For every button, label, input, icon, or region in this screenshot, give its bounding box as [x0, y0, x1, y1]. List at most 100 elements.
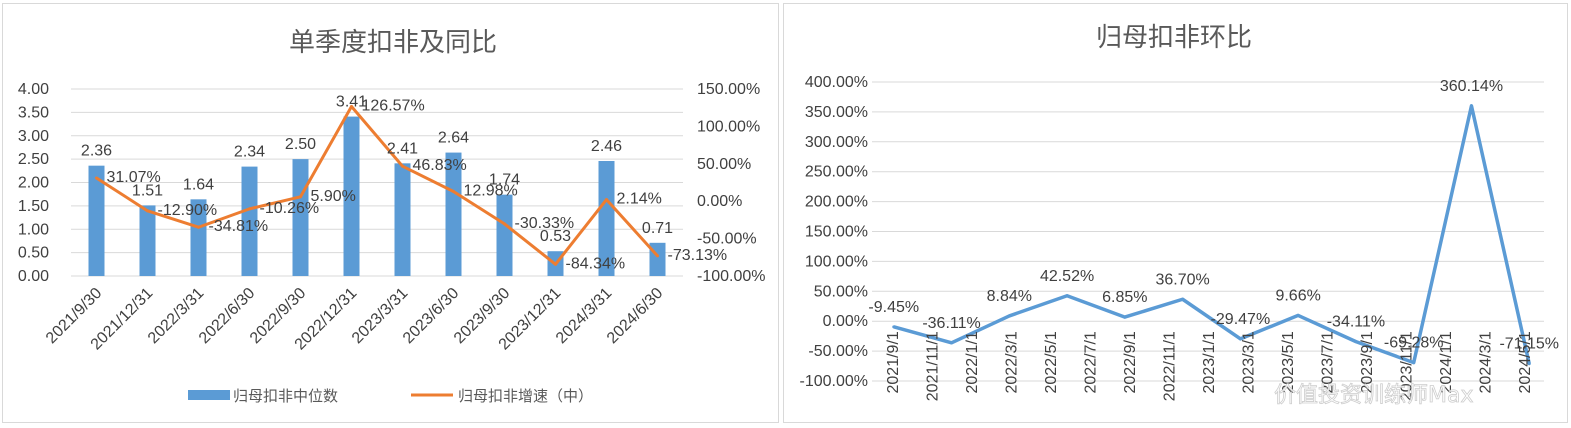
bar-data-label: 0.71	[642, 220, 673, 237]
bar-data-label: 1.64	[183, 176, 214, 193]
qoq-data-label: 9.66%	[1275, 287, 1320, 304]
x-tick-label: 2023/9/1	[1359, 331, 1376, 393]
y-left-tick-label: 0.00	[18, 268, 49, 285]
y-left-tick-label: 0.50	[18, 245, 49, 262]
y-right-tick-label: -50.00%	[697, 231, 757, 248]
x-tick-label: 2023/11/1	[1399, 331, 1416, 401]
bar	[394, 163, 411, 276]
growth-point	[401, 164, 404, 168]
y-left-tick-label: 3.50	[18, 104, 49, 121]
x-tick-label: 2022/11/1	[1161, 331, 1178, 401]
bar	[241, 166, 258, 276]
quarterly-chart-svg: 单季度扣非及同比 0.00 0.50 1.00 1.50 2.00 2.50 3.00 3.5…	[18, 28, 766, 405]
growth-data-label: 31.07%	[107, 169, 161, 186]
qoq-data-label: 360.14%	[1440, 78, 1503, 95]
chart-panel-quarterly: 单季度扣非及同比 0.00 0.50 1.00 1.50 2.00 2.50 3.00 3.5…	[2, 3, 779, 423]
qoq-data-label: 36.70%	[1155, 271, 1209, 288]
watermark: 价值投资训练师Max	[1274, 383, 1473, 408]
y-right-tick-label: -100.00%	[697, 268, 766, 285]
y-tick-label: 50.00%	[814, 283, 868, 300]
qoq-data-label: 42.52%	[1040, 268, 1094, 285]
y-left-tick-label: 3.00	[18, 128, 49, 145]
bar-data-label: 1.51	[132, 182, 163, 199]
growth-point	[197, 225, 200, 229]
growth-point	[452, 189, 455, 193]
qoq-point	[892, 325, 896, 329]
x-tick-label: 2022/3/1	[1003, 331, 1020, 393]
x-tick-label: 2023/5/1	[1280, 331, 1297, 393]
qoq-data-label: -9.45%	[868, 299, 919, 316]
bar-data-label: 0.53	[540, 228, 571, 245]
x-tick-label: 2021/9/1	[885, 331, 902, 393]
qoq-data-label: -36.11%	[922, 315, 980, 332]
chart-title: 单季度扣非及同比	[289, 28, 497, 58]
y-tick-label: 150.00%	[805, 224, 868, 241]
bar	[88, 165, 105, 276]
bar-data-label: 3.41	[336, 94, 367, 111]
y-tick-label: 250.00%	[805, 164, 868, 181]
y-tick-label: -100.00%	[800, 373, 869, 390]
chart-panel-qoq: 归母扣非环比 -100.00% -50.00% 0.00% 50.00% 100.00%…	[783, 3, 1568, 423]
bar	[598, 160, 615, 276]
growth-data-label: -12.90%	[158, 202, 218, 219]
x-tick-label: 2024/1/1	[1438, 331, 1455, 393]
x-tick-label: 2023/7/1	[1320, 331, 1337, 393]
bar-data-label: 2.46	[591, 138, 622, 155]
qoq-point	[1527, 362, 1531, 366]
qoq-data-label: -34.11%	[1327, 314, 1385, 331]
y-right-tick-label: 150.00%	[697, 81, 760, 98]
qoq-data-label: -29.47%	[1211, 311, 1271, 328]
y-right-tick-label: 100.00%	[697, 118, 760, 135]
y-left-tick-label: 2.50	[18, 151, 49, 168]
growth-data-label: -10.26%	[260, 200, 320, 217]
qoq-point	[1412, 361, 1416, 365]
growth-point	[350, 105, 353, 109]
bar	[496, 194, 513, 276]
x-tick-label: 2023/3/1	[1241, 331, 1258, 393]
bar-data-label: 2.36	[81, 143, 112, 160]
qoq-point	[950, 341, 954, 345]
qoq-point	[1354, 340, 1358, 344]
chart-title: 归母扣非环比	[1096, 23, 1252, 53]
qoq-data-label: 6.85%	[1102, 289, 1147, 306]
growth-data-label: -84.34%	[566, 255, 626, 272]
qoq-data-label: -71.15%	[1499, 336, 1559, 353]
growth-point	[503, 222, 506, 226]
y-left-tick-label: 1.50	[18, 198, 49, 215]
legend-label-bar: 归母扣非中位数	[233, 387, 338, 405]
x-tick-label: 2022/9/1	[1122, 331, 1139, 393]
qoq-point	[1296, 313, 1300, 317]
growth-point	[95, 176, 98, 180]
y-left-tick-label: 1.00	[18, 221, 49, 238]
growth-point	[656, 254, 659, 258]
y-tick-label: 300.00%	[805, 134, 868, 151]
x-tick-label: 2021/11/1	[924, 331, 941, 401]
growth-data-label: -30.33%	[515, 215, 575, 232]
y-right-tick-label: 50.00%	[697, 156, 751, 173]
bar-data-label: 2.41	[387, 140, 418, 157]
growth-data-label: 2.14%	[617, 191, 662, 208]
x-tick-label: 2022/7/1	[1082, 331, 1099, 393]
x-tick-label: 2024/5/1	[1517, 331, 1534, 393]
y-tick-label: 200.00%	[805, 194, 868, 211]
growth-series-line	[95, 105, 659, 266]
y-tick-label: 350.00%	[805, 104, 868, 121]
qoq-point	[1469, 104, 1473, 108]
y-left-tick-label: 2.00	[18, 175, 49, 192]
growth-data-label: -34.81%	[209, 218, 269, 235]
y-tick-label: 0.00%	[823, 313, 868, 330]
qoq-point	[1007, 314, 1011, 318]
x-tick-label: 2024/3/1	[1478, 331, 1495, 393]
legend-swatch-bar	[188, 390, 230, 400]
bar	[445, 152, 462, 276]
qoq-chart-svg: 归母扣非环比 -100.00% -50.00% 0.00% 50.00% 100.00%…	[800, 23, 1560, 408]
qoq-data-label: -69.28%	[1384, 335, 1444, 352]
legend: 归母扣非中位数 归母扣非增速（中）	[188, 387, 593, 405]
growth-point	[146, 209, 149, 213]
qoq-data-label: 8.84%	[987, 288, 1032, 305]
bar	[190, 199, 207, 276]
y-right-tick-label: 0.00%	[697, 193, 742, 210]
y-tick-label: -50.00%	[808, 343, 868, 360]
growth-data-label: 5.90%	[311, 188, 356, 205]
bar-data-label: 2.64	[438, 130, 469, 147]
